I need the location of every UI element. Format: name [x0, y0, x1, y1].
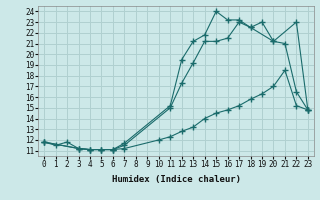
X-axis label: Humidex (Indice chaleur): Humidex (Indice chaleur) [111, 175, 241, 184]
